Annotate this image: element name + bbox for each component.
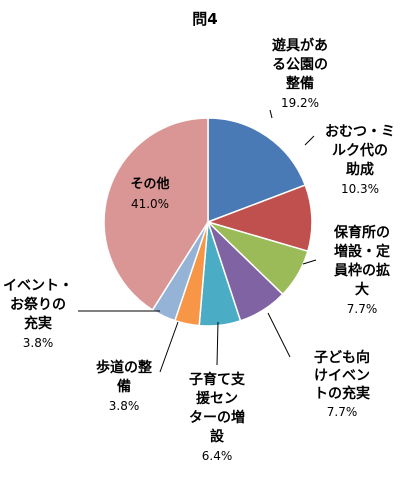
leader-line-5 [216, 321, 219, 366]
slice-value-3: 7.7% [347, 302, 378, 316]
slice-label-2-line-1: おむつ・ミ [325, 124, 395, 140]
slice-value-4: 7.7% [327, 405, 358, 419]
slice-value-6: 3.8% [109, 399, 140, 413]
slice-label-1-line-1: 遊具があ [272, 37, 328, 54]
slice-value-1: 19.2% [281, 96, 319, 110]
slice-label-5-line-4: 設 [210, 428, 225, 445]
slice-value-7: 3.8% [23, 336, 54, 350]
slice-label-6-line-2: 備 [117, 378, 131, 395]
leader-line-2 [304, 135, 315, 146]
slice-label-1-line-2: る公園の [272, 57, 328, 73]
slice-label-4-line-3: トの充実 [314, 385, 370, 402]
slice-value-5: 6.4% [202, 449, 233, 463]
slice-label-2-line-3: 助成 [346, 161, 374, 178]
slice-label-2-line-2: ルク代の [332, 142, 388, 159]
slice-label-3-line-4: 大 [355, 281, 369, 298]
slice-label-3-line-1: 保育所の [333, 224, 390, 241]
slice-label-7-line-3: 充実 [24, 315, 52, 332]
slice-label-5-line-1: 子育て支 [189, 371, 246, 388]
pie-slice-1 [207, 117, 307, 224]
slice-label-4-line-1: 子ども向 [314, 349, 370, 366]
leader-line-4 [267, 312, 291, 358]
slice-label-4-line-2: けイベン [314, 368, 370, 384]
slice-label-3-line-3: 員枠の拡 [333, 262, 390, 279]
slice-value-2: 10.3% [341, 182, 379, 196]
pie-slice-8 [103, 117, 209, 311]
slice-label-5-line-2: 援セン [196, 390, 238, 407]
slice-label-1-line-3: 整備 [285, 75, 314, 92]
slice-label-7-line-1: イベント・ [3, 278, 73, 294]
chart-title: 問4 [192, 10, 217, 28]
slice-label-3-line-2: 増設・定 [334, 243, 390, 260]
slice-value-8: 41.0% [131, 197, 169, 211]
slice-label-8-line-1: その他 [130, 176, 169, 192]
leader-line-1 [269, 109, 273, 119]
slice-label-7-line-2: お祭りの [10, 296, 66, 313]
slice-label-5-line-3: ターの増 [189, 409, 245, 426]
leader-line-3 [302, 259, 317, 265]
slice-label-6-line-1: 歩道の整 [96, 359, 153, 376]
leader-line-6 [159, 321, 179, 373]
